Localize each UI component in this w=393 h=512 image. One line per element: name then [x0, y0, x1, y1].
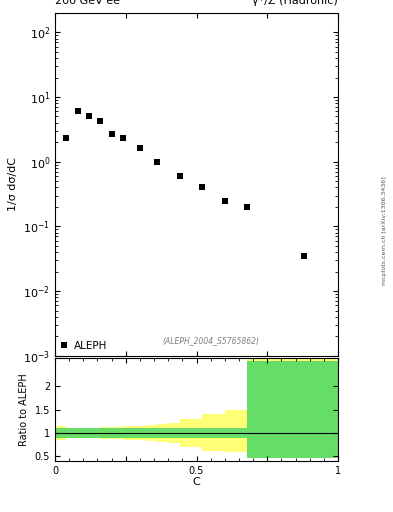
Y-axis label: Ratio to ALEPH: Ratio to ALEPH [19, 373, 29, 446]
Bar [270, 361, 338, 458]
Bar [180, 419, 202, 447]
Bar [100, 428, 112, 439]
Bar [89, 428, 100, 438]
Bar [225, 428, 248, 438]
Bar [134, 426, 145, 440]
Bar [55, 428, 66, 438]
Bar [78, 428, 89, 438]
Text: (ALEPH_2004_S5765862): (ALEPH_2004_S5765862) [162, 336, 259, 346]
Bar [112, 428, 123, 438]
Text: mcplots.cern.ch [arXiv:1306.3436]: mcplots.cern.ch [arXiv:1306.3436] [382, 176, 387, 285]
Bar [55, 426, 66, 440]
Bar [248, 358, 270, 458]
Bar [123, 426, 134, 440]
Bar [157, 423, 168, 442]
Bar [145, 425, 157, 441]
Bar [225, 410, 248, 453]
Bar [168, 422, 180, 443]
Bar [100, 428, 112, 438]
Bar [202, 428, 225, 438]
Text: 200 GeV ee: 200 GeV ee [55, 0, 120, 6]
Bar [248, 361, 270, 458]
Bar [112, 427, 123, 439]
Y-axis label: 1/σ dσ/dC: 1/σ dσ/dC [7, 157, 18, 211]
Bar [134, 428, 145, 438]
Bar [145, 428, 157, 438]
Bar [66, 428, 78, 438]
Text: γ*/Z (Hadronic): γ*/Z (Hadronic) [252, 0, 338, 6]
Bar [123, 428, 134, 438]
Bar [78, 428, 89, 438]
Bar [202, 414, 225, 451]
Bar [157, 428, 168, 438]
Bar [270, 358, 338, 458]
X-axis label: C: C [193, 477, 200, 487]
Legend: ALEPH: ALEPH [60, 340, 107, 351]
Bar [168, 428, 180, 438]
Bar [180, 428, 202, 438]
Bar [89, 428, 100, 438]
Bar [66, 428, 78, 438]
